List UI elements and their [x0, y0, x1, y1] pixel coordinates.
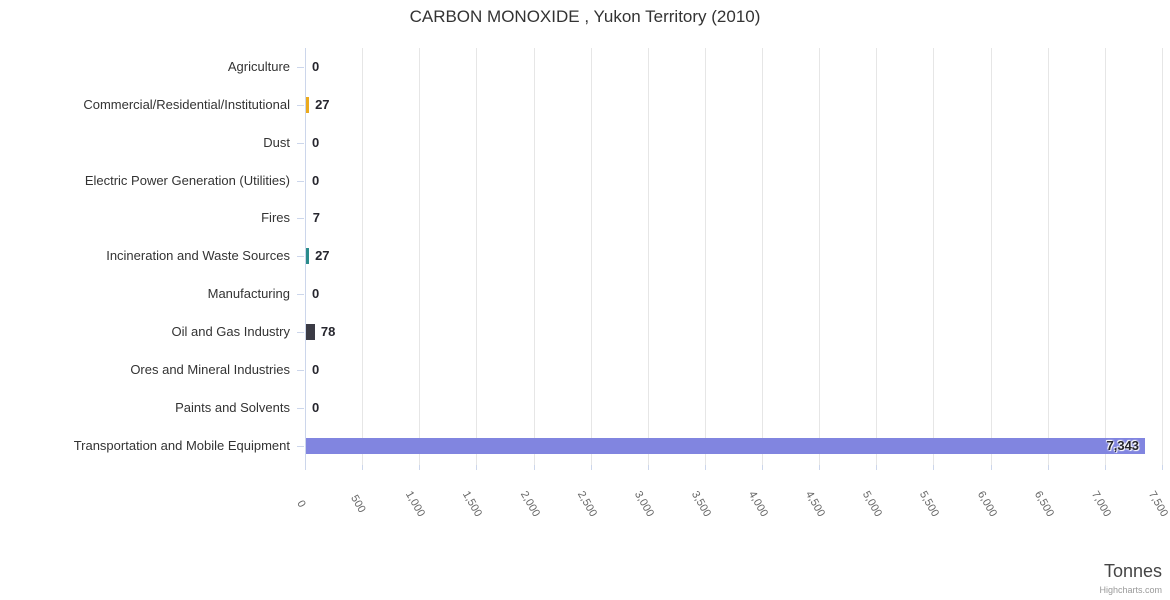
x-axis-tick	[762, 464, 764, 470]
gridline	[933, 48, 935, 465]
x-axis-tick	[1162, 464, 1163, 470]
gridline	[876, 48, 878, 465]
highcharts-credits-link[interactable]: Highcharts.com	[1099, 585, 1162, 595]
category-label: Oil and Gas Industry	[171, 323, 291, 339]
gridline	[704, 48, 706, 465]
category-label: Incineration and Waste Sources	[106, 248, 290, 264]
x-tick-label: 0	[294, 498, 308, 510]
category-label: Ores and Mineral Industries	[130, 361, 290, 377]
value-label: 27	[315, 248, 330, 264]
gridline	[762, 48, 764, 465]
category-label: Fires	[261, 210, 290, 226]
value-label: 0	[312, 286, 320, 302]
value-label: 27	[315, 96, 330, 112]
y-tick	[297, 407, 304, 409]
x-axis-tick	[990, 464, 992, 470]
value-label: 78	[320, 323, 336, 339]
bar[interactable]	[306, 248, 310, 265]
x-axis-tick	[362, 464, 364, 470]
gridline	[533, 48, 535, 465]
x-tick-label: 500	[348, 493, 368, 515]
x-tick-label: 4,000	[745, 489, 771, 519]
x-tick-label: 2,000	[517, 489, 542, 519]
y-tick	[297, 294, 304, 296]
x-tick-label: 7,000	[1088, 489, 1113, 519]
x-axis-tick	[704, 464, 706, 470]
x-tick-label: 6,500	[1031, 489, 1056, 519]
category-label: Commercial/Residential/Institutional	[83, 96, 290, 112]
x-axis-tick	[819, 464, 821, 470]
category-label: Transportation and Mobile Equipment	[73, 437, 290, 453]
category-label: Paints and Solvents	[175, 399, 290, 415]
value-label: 0	[312, 361, 320, 377]
x-tick-label: 5,500	[917, 489, 942, 519]
gridline	[990, 48, 992, 465]
category-label: Agriculture	[227, 58, 290, 74]
x-axis-tick	[533, 464, 535, 470]
gridline	[1104, 48, 1106, 465]
x-tick-label: 7,500	[1145, 489, 1170, 519]
gridline	[590, 48, 592, 465]
gridline	[476, 48, 478, 465]
bar[interactable]	[306, 323, 315, 340]
x-axis-tick	[476, 464, 478, 470]
y-tick	[297, 445, 304, 447]
gridline	[419, 48, 421, 465]
y-tick	[297, 66, 304, 68]
value-label: 0	[312, 172, 320, 188]
y-axis-line	[305, 48, 306, 470]
category-label: Electric Power Generation (Utilities)	[84, 172, 290, 188]
category-label: Manufacturing	[207, 286, 290, 302]
x-tick-label: 6,000	[974, 489, 999, 519]
x-axis-tick	[647, 464, 649, 470]
gridline	[1047, 48, 1049, 465]
bar[interactable]	[306, 437, 1146, 454]
x-axis-title: Tonnes	[1103, 561, 1162, 581]
gridline	[362, 48, 364, 465]
x-tick-label: 3,500	[688, 489, 714, 519]
gridline	[647, 48, 649, 465]
value-label: 0	[312, 134, 320, 150]
bar[interactable]	[306, 96, 310, 113]
value-label: 7	[312, 210, 321, 226]
x-tick-label: 3,000	[631, 489, 656, 519]
x-axis-tick	[419, 464, 421, 470]
x-tick-label: 2,500	[574, 489, 599, 519]
x-tick-label: 1,500	[460, 489, 485, 519]
y-tick	[297, 218, 304, 220]
y-tick	[297, 180, 304, 182]
value-label: 0	[312, 58, 320, 74]
category-label: Dust	[263, 134, 290, 150]
value-label: 0	[312, 399, 320, 415]
x-tick-label: 1,000	[403, 489, 428, 519]
x-axis-tick	[590, 464, 592, 470]
x-tick-label: 5,000	[860, 489, 885, 519]
y-tick	[297, 104, 304, 106]
x-axis-tick	[876, 464, 878, 470]
x-axis-tick	[1047, 464, 1049, 470]
y-tick	[297, 369, 304, 371]
gridline	[819, 48, 821, 465]
x-tick-label: 4,500	[803, 489, 828, 519]
y-tick	[297, 142, 304, 144]
x-axis-tick	[933, 464, 935, 470]
y-tick	[297, 331, 304, 333]
gridline	[1162, 48, 1163, 465]
x-axis-tick	[1104, 464, 1106, 470]
value-label: 7,343	[1106, 437, 1140, 453]
y-tick	[297, 256, 304, 258]
chart-title: CARBON MONOXIDE , Yukon Territory (2010)	[409, 7, 761, 26]
